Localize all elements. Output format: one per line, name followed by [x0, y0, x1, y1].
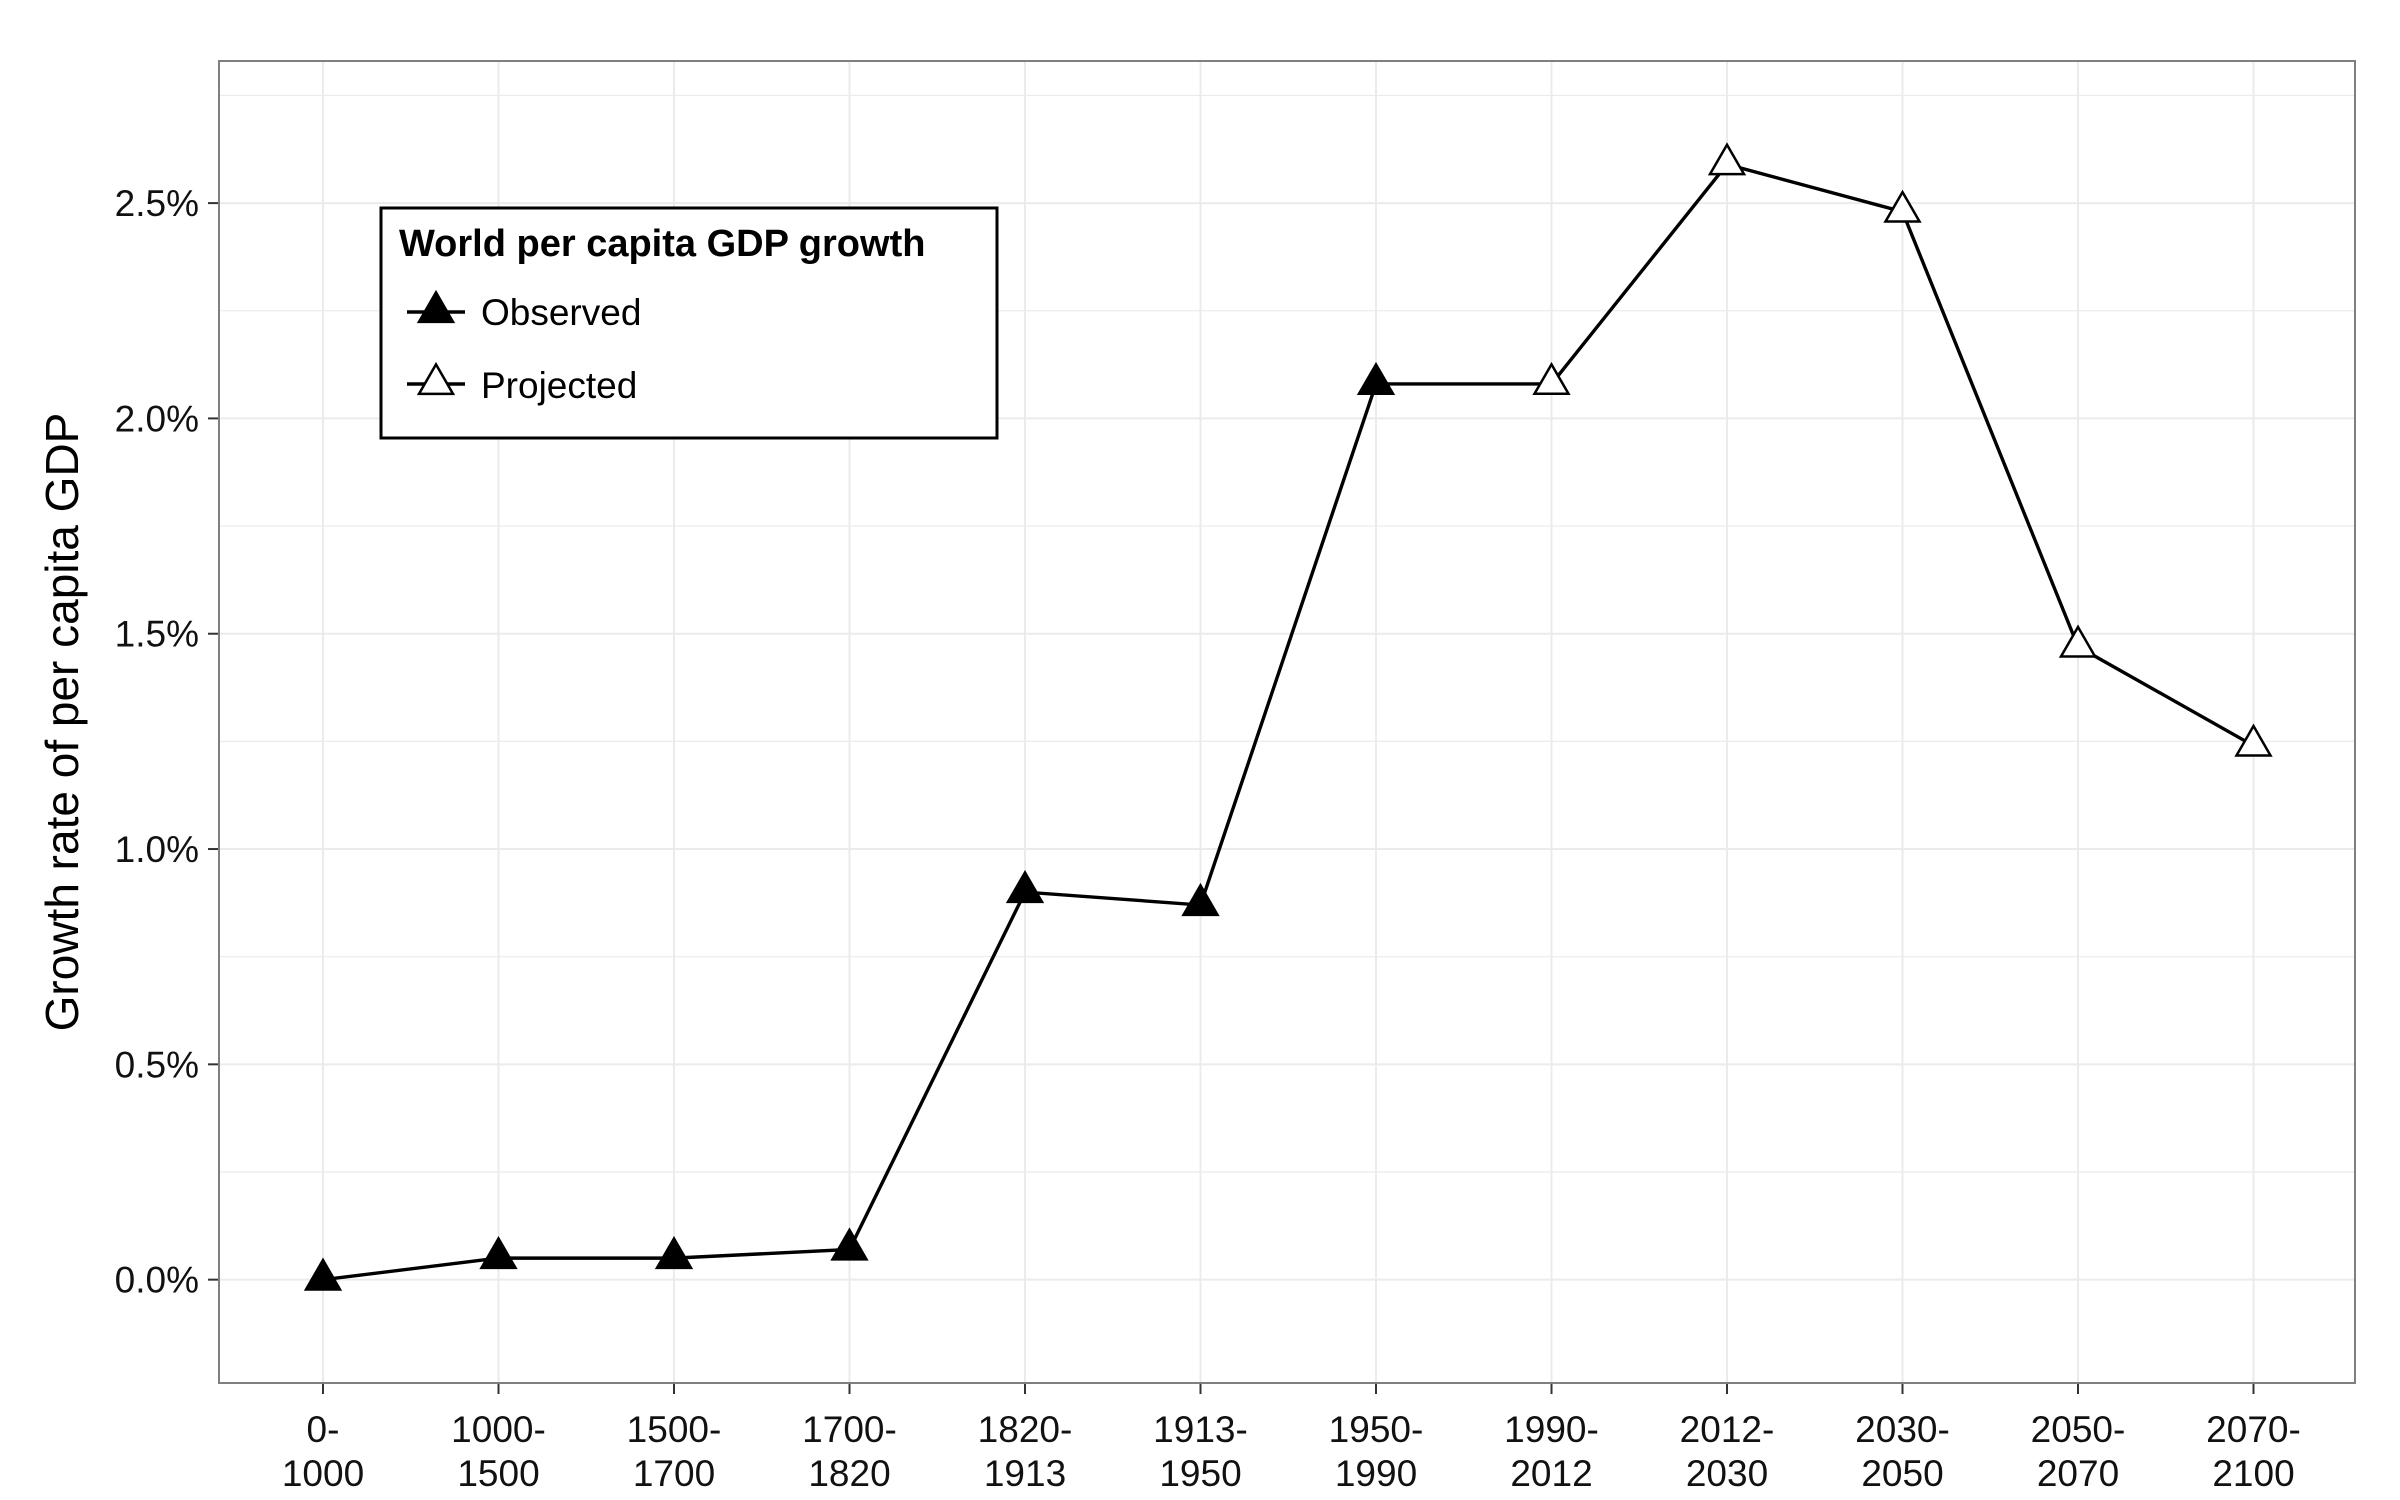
data-point-observed: [1005, 869, 1045, 904]
x-tick-label: 2070-2100: [2206, 1409, 2301, 1494]
data-point-observed: [654, 1235, 694, 1270]
x-tick-label: 1990-2012: [1504, 1409, 1599, 1494]
legend-label-projected: Projected: [481, 365, 637, 406]
x-tick-label: 2030-2050: [1855, 1409, 1950, 1494]
data-point-projected: [1532, 361, 1571, 396]
data-points: [303, 142, 2273, 1291]
y-axis-title: Growth rate of per capita GDP: [36, 413, 88, 1032]
filled-triangle-icon: [416, 289, 456, 324]
data-point-observed: [303, 1257, 343, 1291]
data-point-observed: [479, 1235, 518, 1270]
data-point-projected: [2234, 723, 2273, 757]
y-tick-label: 1.5%: [115, 614, 199, 655]
x-tick-label: 1500-1700: [627, 1409, 722, 1494]
x-tick-label: 1950-1990: [1329, 1409, 1424, 1494]
y-axis: 0.0% 0.5% 1.0% 1.5% 2.0% 2.5%: [115, 183, 219, 1301]
x-tick-label: 1913-1950: [1153, 1409, 1248, 1494]
y-tick-label: 2.5%: [115, 183, 199, 224]
x-tick-label: 1820-1913: [978, 1409, 1073, 1494]
legend-title: World per capita GDP growth: [399, 223, 925, 265]
legend-item-projected: Projected: [407, 361, 637, 406]
open-triangle-icon: [416, 361, 456, 396]
y-tick-label: 0.0%: [115, 1260, 199, 1301]
y-tick-label: 2.0%: [115, 398, 199, 439]
panel-border: [218, 60, 2356, 1384]
x-tick-label: 2050-2070: [2031, 1409, 2126, 1494]
data-point-observed: [830, 1227, 869, 1261]
data-point-projected: [2058, 624, 2098, 658]
x-tick-label: 0-1000: [282, 1409, 364, 1494]
x-tick-label: 1700-1820: [802, 1409, 897, 1494]
y-tick-label: 1.0%: [115, 829, 199, 870]
x-tick-label: 1000-1500: [451, 1409, 546, 1494]
series-line: [322, 162, 2255, 1282]
data-point-observed: [1181, 882, 1220, 917]
data-point-observed: [1356, 361, 1396, 396]
x-tick-label: 2012-2030: [1680, 1409, 1775, 1494]
legend-box: [379, 206, 999, 440]
y-tick-label: 0.5%: [115, 1044, 199, 1085]
data-point-projected: [1707, 142, 1747, 176]
legend: World per capita GDP growth Observed Pro…: [379, 206, 999, 440]
x-axis: 0-1000 1000-1500 1500-1700 1700-1820 1820-19…: [282, 1383, 2301, 1494]
legend-label-observed: Observed: [481, 292, 641, 333]
grid-lines: [219, 61, 2355, 1383]
legend-item-observed: Observed: [407, 289, 641, 333]
data-point-projected: [1883, 189, 1922, 223]
